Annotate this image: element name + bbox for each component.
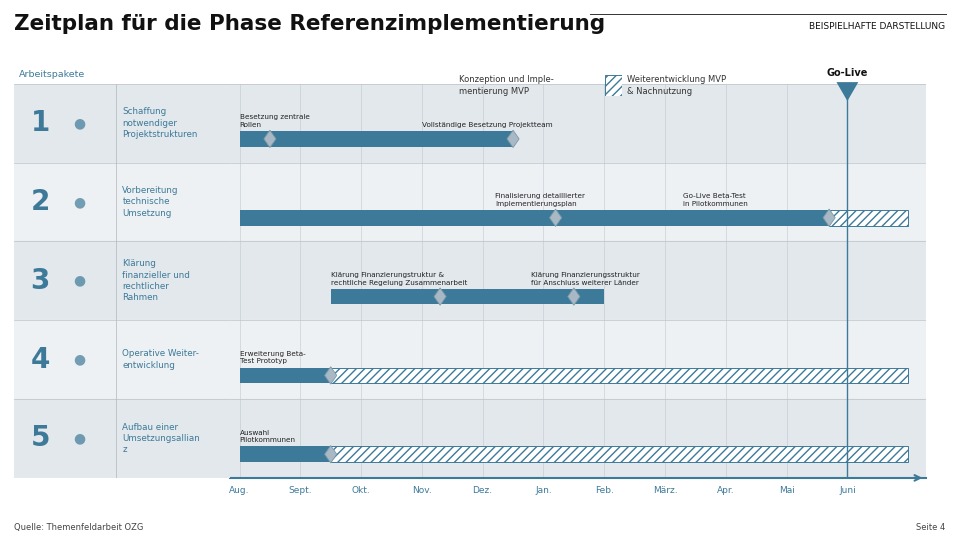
Text: BEISPIELHAFTE DARSTELLUNG: BEISPIELHAFTE DARSTELLUNG: [809, 22, 946, 31]
Bar: [14, 84, 230, 163]
Text: 4: 4: [31, 346, 50, 374]
Polygon shape: [507, 130, 519, 147]
Bar: [14, 163, 230, 241]
Text: ●: ●: [73, 195, 85, 209]
Polygon shape: [567, 288, 580, 305]
Polygon shape: [324, 367, 337, 384]
Polygon shape: [434, 288, 446, 305]
Text: Operative Weiter-
entwicklung: Operative Weiter- entwicklung: [122, 349, 200, 370]
Text: Besetzung zentrale
Rollen: Besetzung zentrale Rollen: [239, 114, 309, 128]
Bar: [239, 368, 330, 383]
Bar: [829, 210, 908, 226]
Bar: [239, 131, 513, 147]
Text: Konzeption und Imple-
mentierung MVP: Konzeption und Imple- mentierung MVP: [459, 75, 554, 96]
Polygon shape: [549, 209, 562, 226]
Text: Finalisierung detaillierter
Implementierungsplan: Finalisierung detaillierter Implementier…: [494, 193, 585, 207]
Bar: [230, 399, 926, 478]
Text: 1: 1: [31, 109, 50, 137]
Bar: [14, 241, 230, 320]
Bar: [239, 447, 330, 462]
Text: Erweiterung Beta-
Test Prototyp: Erweiterung Beta- Test Prototyp: [239, 351, 305, 364]
Text: Seite 4: Seite 4: [917, 523, 946, 532]
Bar: [330, 447, 908, 462]
Polygon shape: [823, 209, 835, 226]
Text: ●: ●: [73, 116, 85, 130]
Polygon shape: [836, 82, 858, 101]
Polygon shape: [264, 130, 276, 147]
Bar: [14, 399, 230, 478]
Text: Klärung Finanzierungstruktur &
rechtliche Regelung Zusammenarbeit: Klärung Finanzierungstruktur & rechtlich…: [330, 272, 468, 286]
Text: Vorbereitung
technische
Umsetzung: Vorbereitung technische Umsetzung: [122, 186, 179, 218]
Bar: [230, 241, 926, 320]
Text: Quelle: Themenfeldarbeit OZG: Quelle: Themenfeldarbeit OZG: [14, 523, 144, 532]
Text: ●: ●: [73, 431, 85, 446]
Bar: [14, 320, 230, 399]
Text: Go-Live Beta-Test
in Pilotkommunen: Go-Live Beta-Test in Pilotkommunen: [684, 193, 748, 207]
Text: ●: ●: [73, 353, 85, 367]
Bar: [239, 210, 829, 226]
Text: 5: 5: [31, 424, 50, 453]
Text: Schaffung
notwendiger
Projektstrukturen: Schaffung notwendiger Projektstrukturen: [122, 107, 198, 139]
Text: 3: 3: [31, 267, 50, 295]
Text: Weiterentwicklung MVP
& Nachnutzung: Weiterentwicklung MVP & Nachnutzung: [627, 75, 726, 96]
Text: Zeitplan für die Phase Referenzimplementierung: Zeitplan für die Phase Referenzimplement…: [14, 14, 606, 33]
Text: ●: ●: [73, 274, 85, 288]
Text: Auswahl
Pilotkommunen: Auswahl Pilotkommunen: [239, 430, 296, 443]
Bar: [330, 368, 908, 383]
Text: Arbeitspakete: Arbeitspakete: [19, 70, 85, 79]
Text: Aufbau einer
Umsetzungsallian
z: Aufbau einer Umsetzungsallian z: [122, 422, 200, 455]
Text: Klärung Finanzierungsstruktur
für Anschluss weiterer Länder: Klärung Finanzierungsstruktur für Anschl…: [531, 272, 640, 286]
Bar: [330, 289, 604, 305]
Bar: [230, 320, 926, 399]
Text: Klärung
finanzieller und
rechtlicher
Rahmen: Klärung finanzieller und rechtlicher Rah…: [122, 259, 190, 302]
Text: Go-Live: Go-Live: [827, 68, 868, 78]
Polygon shape: [324, 446, 337, 463]
Bar: [230, 163, 926, 241]
Bar: [230, 84, 926, 163]
Text: Vollständige Besetzung Projektteam: Vollständige Besetzung Projektteam: [421, 122, 553, 128]
Text: 2: 2: [31, 188, 50, 216]
